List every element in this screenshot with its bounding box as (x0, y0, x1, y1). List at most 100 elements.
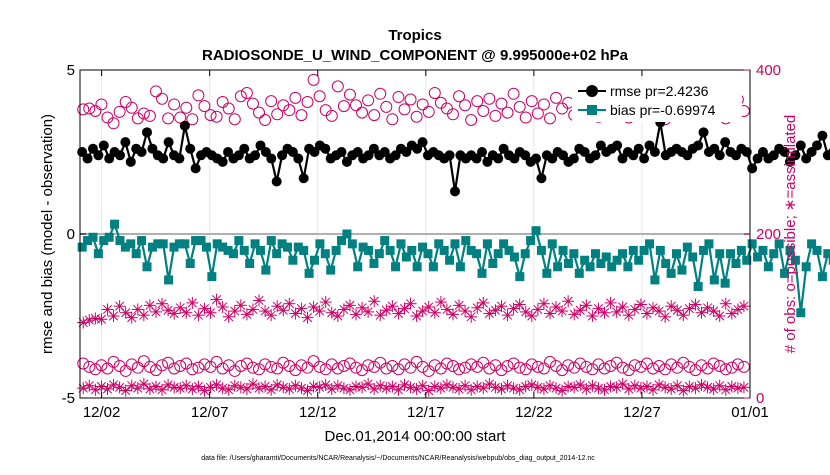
assimilated-obs-marker (283, 382, 296, 395)
possible-obs-marker (719, 363, 732, 376)
asterisk-stroke (399, 304, 410, 314)
legend: rmse pr=2.4236 bias pr=-0.69974 (572, 80, 742, 122)
possible-obs-marker (501, 360, 514, 373)
bias-point (509, 252, 519, 262)
asterisk-stroke (442, 380, 452, 390)
possible-obs-marker (168, 98, 181, 111)
bias-point (450, 239, 460, 249)
possible-obs-marker (253, 106, 266, 119)
rmse-point (779, 147, 790, 157)
assimilated-obs-marker (628, 303, 641, 316)
bias-point (466, 245, 476, 255)
possible-obs-marker (404, 93, 417, 106)
assimilated-obs-marker (695, 306, 708, 319)
assimilated-obs-marker (713, 379, 726, 392)
asterisk-stroke (630, 304, 640, 315)
asterisk-stroke (381, 305, 391, 315)
asterisk-stroke (254, 383, 264, 393)
assimilated-obs-marker (689, 382, 702, 395)
bias-point (147, 242, 157, 252)
bias-point (272, 249, 282, 259)
bias-point (137, 236, 147, 246)
asterisk-stroke (412, 311, 422, 321)
x-axis-label: Dec.01,2014 00:00:00 start (325, 428, 507, 445)
assimilated-obs-marker (271, 300, 284, 313)
assimilated-obs-marker (337, 303, 350, 316)
assimilated-obs-marker (89, 383, 102, 396)
asterisk-stroke (272, 301, 282, 311)
bias-point (747, 239, 757, 249)
possible-obs-marker (216, 362, 229, 375)
assimilated-obs-marker (259, 305, 272, 318)
asterisk-stroke (157, 385, 167, 395)
assimilated-obs-marker (307, 300, 320, 313)
assimilated-obs-marker (325, 382, 338, 395)
possible-obs-marker (634, 360, 647, 373)
rmse-point (190, 163, 201, 174)
possible-obs-marker (550, 360, 563, 373)
assimilated-obs-marker (537, 297, 550, 310)
possible-obs-marker (489, 109, 502, 122)
asterisk-stroke (296, 304, 307, 314)
possible-obs-marker (137, 107, 150, 120)
rmse-point (239, 143, 250, 154)
assimilated-obs-marker (343, 299, 356, 312)
possible-obs-marker (113, 105, 126, 118)
asterisk-stroke (515, 299, 525, 310)
asterisk-stroke (260, 381, 270, 392)
asterisk-stroke (284, 299, 294, 309)
asterisk-stroke (339, 383, 349, 393)
x-tick-label: 12/22 (515, 404, 553, 421)
assimilated-obs-marker (350, 380, 363, 393)
asterisk-stroke (266, 310, 276, 320)
bias-point (347, 239, 357, 249)
assimilated-obs-marker (410, 310, 423, 322)
assimilated-obs-marker (659, 310, 672, 323)
bias-point (623, 262, 633, 272)
possible-obs-marker (477, 105, 490, 117)
possible-obs-marker (374, 87, 387, 100)
rmse-point (114, 150, 125, 161)
possible-obs-marker (543, 355, 556, 368)
possible-obs-marker (131, 112, 144, 125)
bias-point (542, 268, 552, 278)
rmse-point (790, 150, 801, 161)
possible-obs-marker (331, 80, 344, 93)
asterisk-stroke (466, 312, 476, 322)
bias-point (617, 249, 627, 259)
asterisk-stroke (333, 381, 343, 391)
possible-obs-marker (301, 95, 314, 108)
assimilated-obs-marker (368, 295, 381, 308)
assimilated-obs-marker (313, 305, 326, 318)
rmse-point (125, 156, 136, 167)
asterisk-stroke (151, 307, 161, 317)
rmse-point (179, 120, 190, 131)
bias-point (817, 272, 827, 282)
assimilated-obs-marker (465, 310, 478, 323)
possible-obs-marker (531, 360, 544, 373)
assimilated-obs-marker (301, 384, 314, 397)
possible-obs-marker (671, 361, 684, 374)
assimilated-obs-marker (483, 378, 496, 391)
possible-obs-marker (259, 358, 272, 371)
possible-obs-marker (513, 100, 526, 113)
legend-rmse-marker (586, 85, 598, 97)
bias-point (558, 245, 568, 255)
bias-point (131, 249, 141, 259)
possible-obs-marker (331, 362, 344, 375)
rmse-point (336, 147, 347, 157)
asterisk-stroke (248, 304, 258, 315)
bias-point (77, 242, 87, 252)
possible-obs-marker (143, 109, 156, 122)
possible-obs-marker (131, 361, 144, 374)
asterisk-stroke (696, 380, 707, 390)
bias-point (774, 239, 784, 249)
asterisk-stroke (187, 298, 197, 308)
rmse-point (693, 140, 704, 151)
assimilated-obs-marker (410, 382, 423, 395)
possible-obs-marker (495, 364, 508, 377)
possible-obs-marker (446, 108, 459, 121)
possible-obs-marker (683, 360, 696, 373)
bias-point (401, 252, 411, 262)
